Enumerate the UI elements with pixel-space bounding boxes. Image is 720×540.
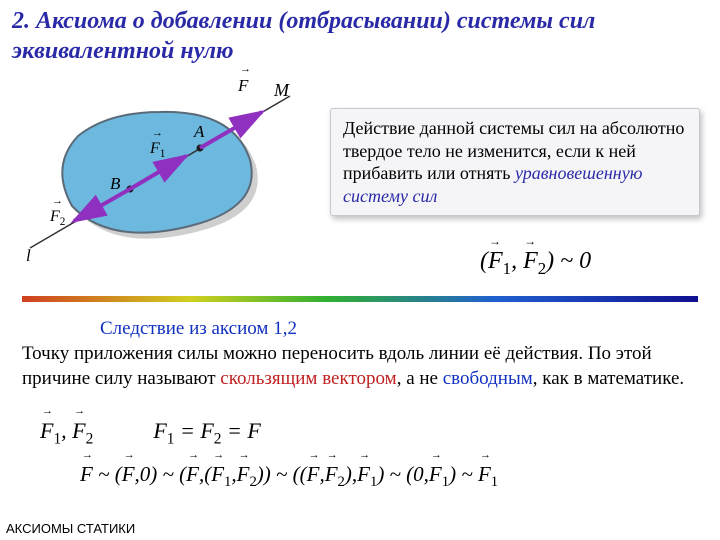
label-f2: F2 — [50, 208, 65, 228]
conseq-mid: , а не — [397, 368, 443, 389]
consequence-heading: Следствие из аксиом 1,2 — [100, 318, 297, 340]
label-f1: F1 — [150, 140, 165, 160]
equivalence-formula: (F1, F2) ~ 0 — [480, 248, 591, 279]
conseq-em1: скользящим вектором — [220, 368, 396, 389]
diagram-svg — [10, 78, 320, 268]
consequence-body: Точку приложения силы можно переносить в… — [22, 342, 698, 391]
f1f2-pair: F1, F2 — [40, 418, 93, 448]
conseq-em2: свободным — [443, 368, 533, 389]
divider-gradient — [22, 296, 698, 302]
label-m: M — [274, 80, 289, 101]
page-title: 2. Аксиома о добавлении (отбрасывании) с… — [0, 0, 720, 68]
f1-eq-f2-eq-f: F1 = F2 = F — [153, 418, 260, 448]
formula-row-2: F ~ (F,0) ~ (F,(F1,F2)) ~ ((F,F2),F1) ~ … — [80, 462, 498, 491]
label-l: l — [26, 246, 31, 266]
page-footer: АКСИОМЫ СТАТИКИ — [6, 521, 135, 536]
label-f: F — [238, 76, 248, 96]
label-b: B — [110, 174, 120, 194]
label-a: A — [194, 122, 204, 142]
axiom-statement-box: Действие данной системы сил на абсолютно… — [330, 108, 700, 216]
conseq-post: , как в математике. — [533, 368, 684, 389]
formula-row-1: F1, F2 F1 = F2 = F — [40, 418, 261, 448]
force-diagram: F M A B F1 F2 l — [10, 78, 320, 268]
